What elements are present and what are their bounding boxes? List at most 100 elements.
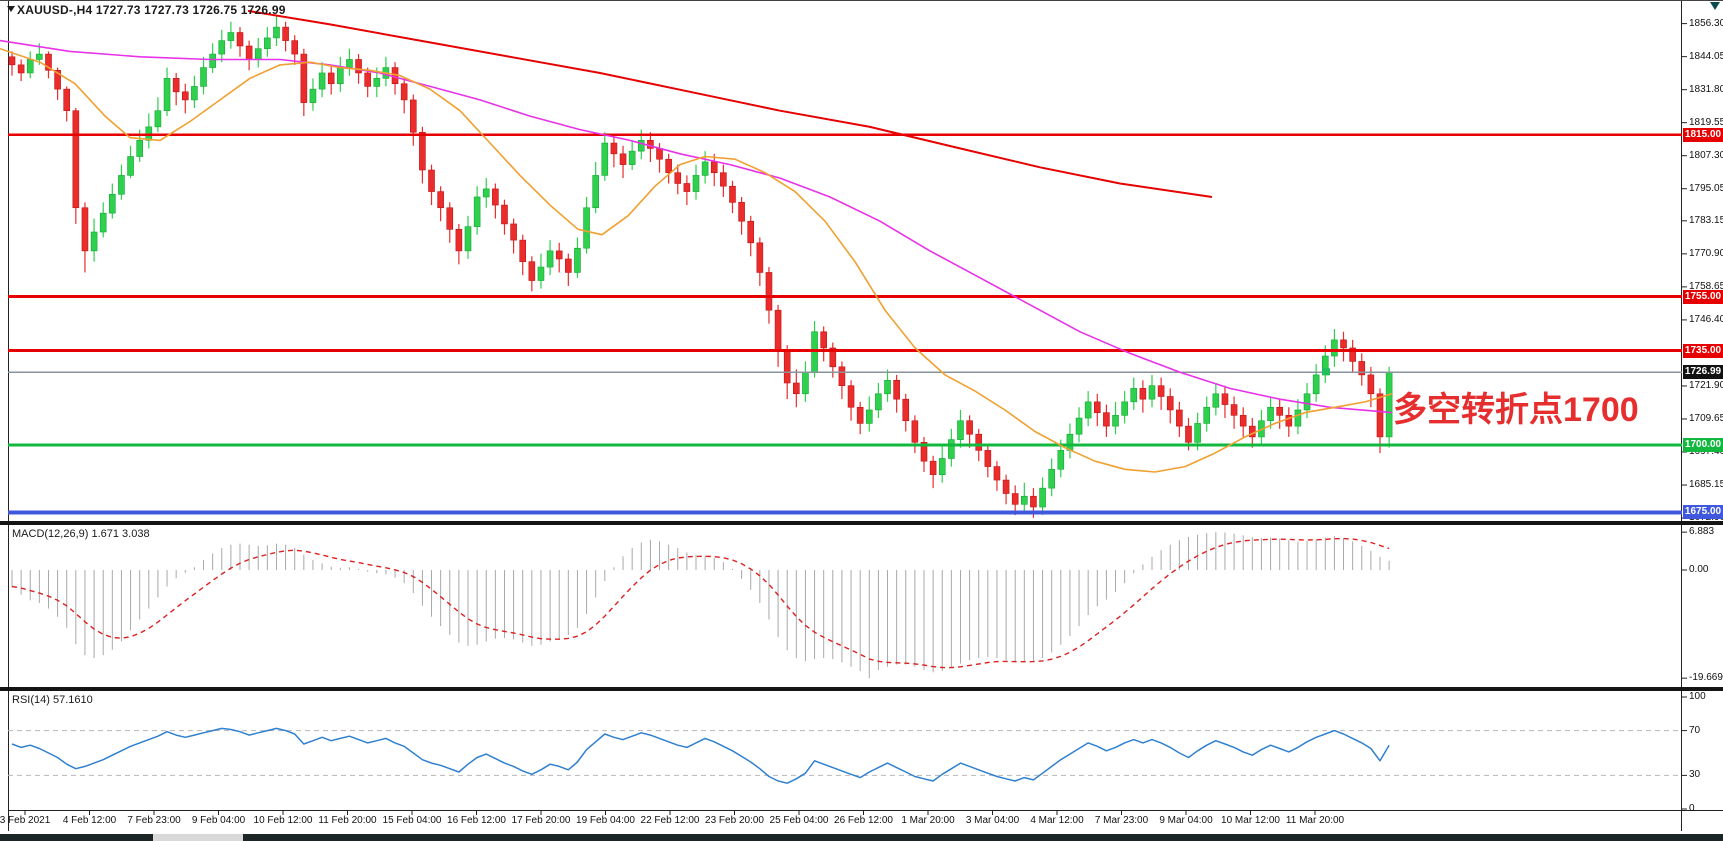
candle-body [63,88,71,111]
candle-body [409,99,417,133]
last-price-marker [1322,368,1330,376]
candle-body [191,86,198,101]
time-tick-label: 7 Feb 23:00 [127,815,181,826]
scrollbar-segment[interactable] [243,834,1723,841]
chart-shift-arrow-icon[interactable] [1710,2,1720,10]
candle-body [665,158,672,174]
candle-body [181,91,189,101]
time-tick-label: 11 Feb 20:00 [318,815,377,826]
candle-body [619,153,627,165]
candle-body [902,398,910,422]
price-tick-label: 1795.05 [1689,182,1723,194]
rsi-line [11,727,1390,784]
candle-body [1221,393,1229,405]
candle-body [856,406,864,424]
candle-body [966,420,973,435]
candle-body [1139,388,1147,400]
price-tick-label: 1758.65 [1689,280,1723,292]
candle-body [1331,339,1338,357]
candle-body [127,156,134,176]
price-level-badge: 1815.00 [1683,127,1723,142]
candle-body [1021,495,1028,505]
price-tick-label: 1746.40 [1689,313,1723,325]
candle-body [26,59,34,74]
annotation-text[interactable]: 多空转折点1700 [1393,391,1639,429]
candle-body [163,78,171,111]
candle-body [783,350,791,384]
ma-magenta-line [0,39,1393,414]
scrollbar-segment[interactable] [0,834,153,841]
macd-signal-line [11,537,1390,669]
candle-body [90,231,98,252]
candle-body [1121,401,1128,416]
candle-body [1285,415,1293,427]
candle-body [847,385,855,408]
price-level-badge: 1675.00 [1683,505,1723,520]
candle-body [1084,401,1092,419]
candle-body [482,188,490,198]
candle-body [1048,468,1055,489]
candle-body [610,142,618,155]
candle-body [337,67,344,85]
candle-body [492,188,499,206]
time-tick-label: 9 Feb 04:00 [191,815,246,826]
candle-body [546,250,554,268]
candle-body [218,40,226,55]
candle-body [1130,388,1138,403]
candle-body [1212,393,1220,408]
candle-body [291,40,299,55]
candle-body [884,379,891,395]
time-tick-label: 3 Mar 04:00 [965,815,1020,826]
rsi-tick-label: 0 [1689,803,1695,814]
ma-red-line [247,9,1213,198]
candle-body [802,371,809,395]
candle-body [209,53,216,68]
candle-body [154,110,162,128]
price-tick-label: 1844.05 [1689,50,1723,62]
candle-body [236,32,244,47]
price-level-badge: 1726.99 [1683,365,1723,380]
time-tick-label: 16 Feb 12:00 [447,815,506,826]
candle-body [1303,393,1311,411]
candle-body [720,172,727,187]
candle-body [99,212,107,233]
symbol-collapse-icon[interactable] [7,6,15,12]
candle-body [1203,406,1211,424]
candle-body [473,196,481,227]
candle-body [1157,385,1165,397]
candle-body [45,53,52,71]
time-tick-label: 22 Feb 12:00 [640,815,700,826]
scrollbar-thumb-gap[interactable] [153,834,243,841]
candle-body [738,202,745,222]
panel-separator[interactable] [0,687,1723,691]
candle-body [373,78,381,87]
candle-body [528,261,536,281]
price-level-badge: 1735.00 [1683,343,1723,358]
candle-body [1002,479,1010,494]
candle-body [464,226,472,252]
candle-body [8,56,16,66]
rsi-tick-label: 30 [1689,769,1701,781]
candle-body [1340,339,1347,349]
candle-body [437,191,444,209]
rsi-tick-label: 70 [1689,724,1701,736]
candle-body [1112,415,1119,427]
candle-body [938,458,946,475]
candle-body [701,161,709,176]
candle-body [282,26,289,41]
candle-body [1312,374,1320,395]
time-tick-label: 4 Feb 12:00 [62,815,117,826]
candle-body [875,393,882,411]
panel-separator[interactable] [0,521,1723,525]
candle-body [309,88,317,103]
candle-body [774,309,782,351]
candle-body [455,229,463,252]
candle-body [510,223,517,241]
macd-label: MACD(12,26,9) 1.671 3.038 [12,528,150,540]
candle-body [1294,409,1302,427]
candle-body [729,185,736,203]
candle-body [200,67,207,87]
candle-body [81,207,89,252]
candle-body [54,69,61,90]
